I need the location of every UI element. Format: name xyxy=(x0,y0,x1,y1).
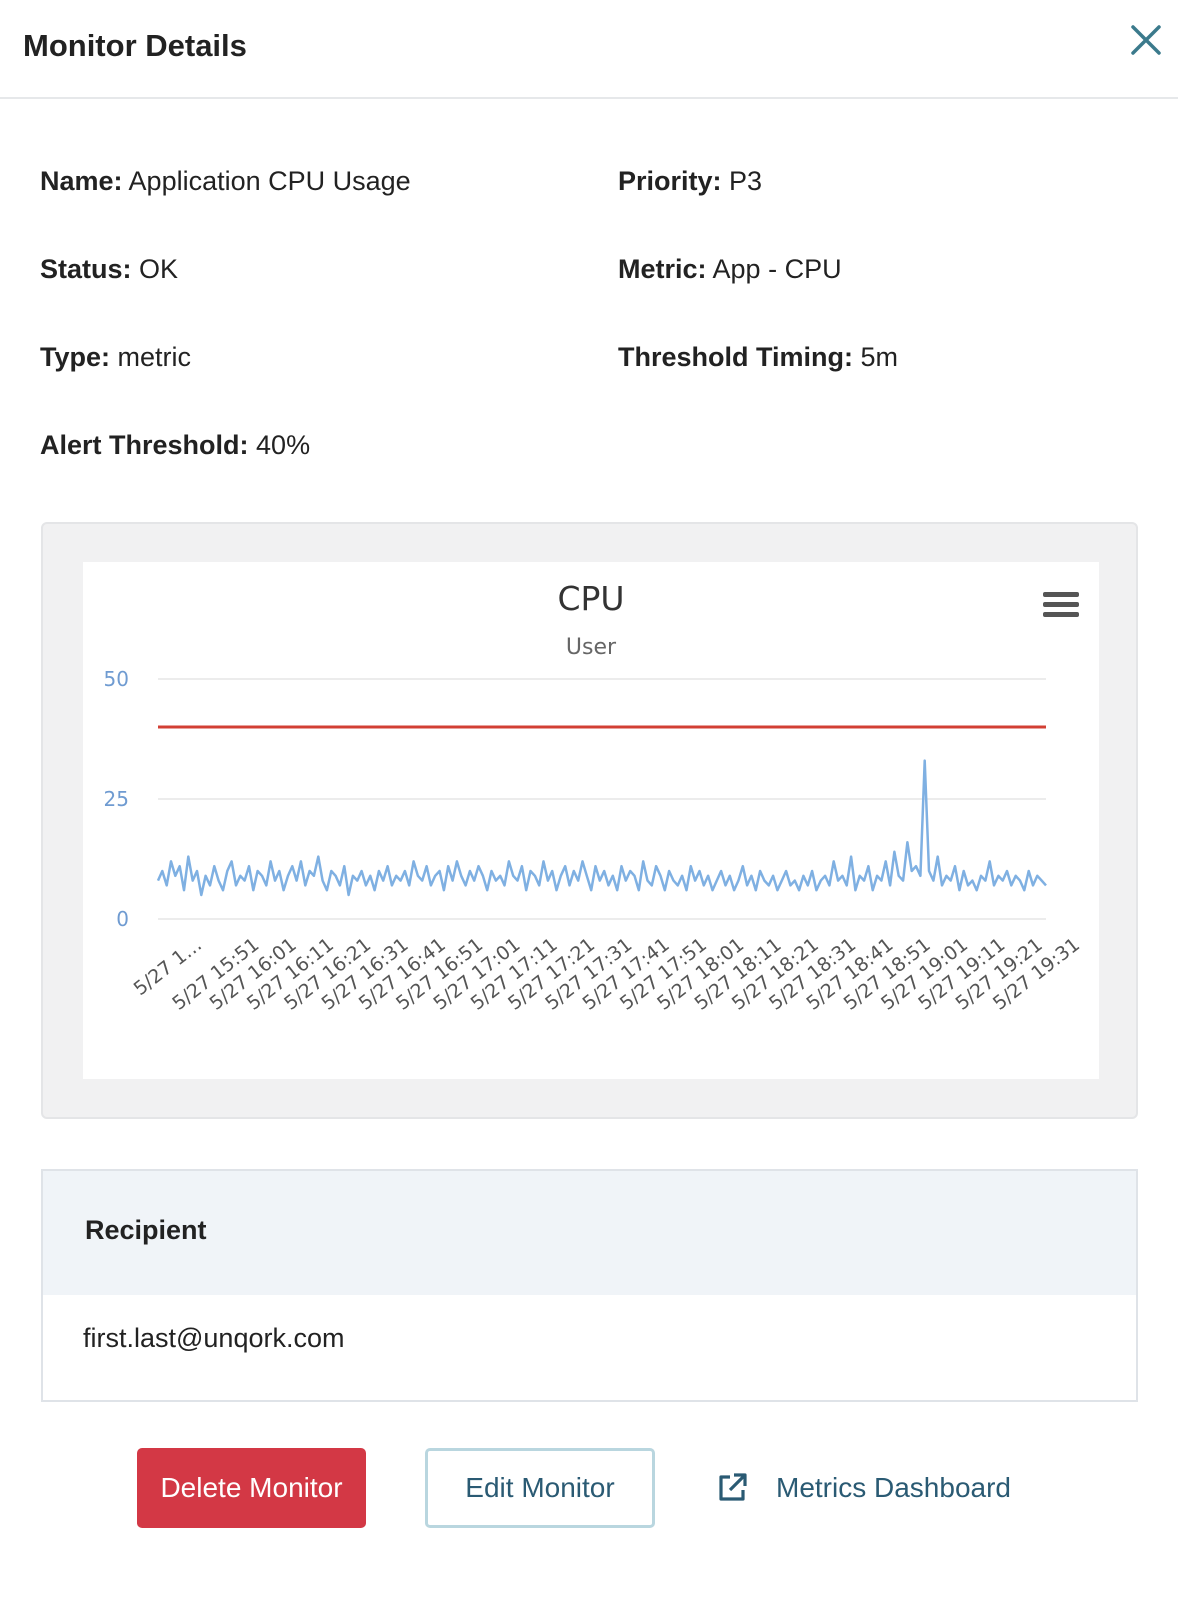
detail-threshold-timing-label: Threshold Timing: xyxy=(618,342,853,372)
hamburger-menu-icon[interactable] xyxy=(1043,592,1099,636)
detail-priority-label: Priority: xyxy=(618,166,722,196)
series-layer xyxy=(156,759,1047,897)
detail-alert-threshold-value: 40% xyxy=(256,430,311,460)
detail-metric: Metric: App - CPU xyxy=(618,254,842,285)
recipient-heading: Recipient xyxy=(85,1215,207,1245)
detail-type: Type: metric xyxy=(40,342,191,373)
detail-status-label: Status: xyxy=(40,254,132,284)
series-line xyxy=(156,759,1047,897)
external-link-icon xyxy=(719,1473,747,1501)
metrics-dashboard-label: Metrics Dashboard xyxy=(776,1472,1011,1503)
close-icon[interactable] xyxy=(1126,20,1166,60)
chart-grid xyxy=(158,678,1046,920)
detail-type-label: Type: xyxy=(40,342,111,372)
detail-status-value: OK xyxy=(139,254,179,284)
y-tick-label: 25 xyxy=(104,787,129,811)
y-tick-label: 0 xyxy=(116,907,129,931)
detail-threshold-timing-value: 5m xyxy=(860,342,899,372)
edit-monitor-button[interactable]: Edit Monitor xyxy=(425,1448,655,1528)
chart-card: CPU User 0 25 50 5/27 1… 5/27 15:51 5/27 16:… xyxy=(83,562,1099,1079)
detail-priority: Priority: P3 xyxy=(618,166,762,197)
detail-metric-label: Metric: xyxy=(618,254,707,284)
modal-header: Monitor Details xyxy=(0,0,1178,99)
detail-alert-threshold: Alert Threshold: 40% xyxy=(40,430,310,461)
y-axis: 0 25 50 xyxy=(104,667,129,931)
x-axis: 5/27 1…5/27 15:515/27 16:015/27 16:115/2… xyxy=(130,934,1084,1015)
chart-panel: CPU User 0 25 50 5/27 1… 5/27 15:51 5/27 16:… xyxy=(41,522,1138,1119)
delete-monitor-button[interactable]: Delete Monitor xyxy=(137,1448,366,1528)
recipient-email: first.last@unqork.com xyxy=(83,1323,345,1353)
modal-title: Monitor Details xyxy=(23,28,247,63)
detail-metric-value: App - CPU xyxy=(712,254,842,284)
detail-status: Status: OK xyxy=(40,254,178,285)
detail-name: Name: Application CPU Usage xyxy=(40,166,411,197)
y-tick-label: 50 xyxy=(104,667,129,691)
detail-threshold-timing: Threshold Timing: 5m xyxy=(618,342,898,373)
chart-subtitle: User xyxy=(566,635,617,660)
metrics-dashboard-link[interactable]: Metrics Dashboard xyxy=(715,1466,1011,1510)
cpu-chart: CPU User 0 25 50 5/27 1…5/27 15:515/27 16:… xyxy=(104,579,1099,1015)
detail-type-value: metric xyxy=(117,342,192,372)
detail-name-value: Application CPU Usage xyxy=(128,166,411,196)
detail-priority-value: P3 xyxy=(729,166,763,196)
detail-name-label: Name: xyxy=(40,166,123,196)
recipient-table: Recipient first.last@unqork.com xyxy=(41,1169,1138,1402)
chart-title: CPU xyxy=(557,579,624,618)
detail-alert-threshold-label: Alert Threshold: xyxy=(40,430,249,460)
recipient-header: Recipient xyxy=(43,1171,1136,1295)
